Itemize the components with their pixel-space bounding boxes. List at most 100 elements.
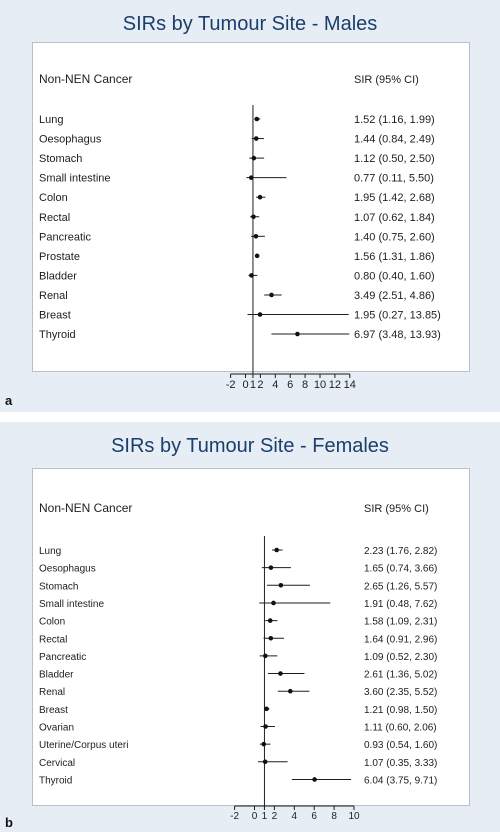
- x-tick-label: 8: [331, 811, 337, 822]
- x-tick-label: 12: [329, 379, 341, 391]
- point-estimate: [254, 116, 260, 122]
- row-label: Lung: [39, 546, 61, 557]
- point-estimate: [268, 635, 274, 641]
- point-estimate: [312, 777, 317, 782]
- point-estimate: [262, 759, 268, 765]
- panel-males: SIRs by Tumour Site - Males Non-NEN Canc…: [0, 0, 500, 412]
- x-tick-label: 4: [272, 379, 278, 391]
- row-label: Oesophagus: [39, 134, 102, 146]
- row-label: Small intestine: [39, 599, 104, 610]
- row-label: Cervical: [39, 758, 75, 769]
- row-label: Thyroid: [39, 775, 72, 786]
- row-label: Breast: [39, 705, 68, 716]
- value-label: 0.77 (0.11, 5.50): [354, 173, 434, 185]
- value-label: 1.09 (0.52, 2.30): [364, 652, 437, 663]
- point-estimate: [278, 671, 283, 676]
- point-estimate: [251, 214, 256, 220]
- point-estimate: [295, 331, 300, 337]
- value-label: 1.52 (1.16, 1.99): [354, 114, 435, 126]
- value-label: 1.07 (0.35, 3.33): [364, 758, 437, 769]
- value-label: 1.21 (0.98, 1.50): [364, 705, 437, 716]
- row-label: Colon: [39, 192, 68, 204]
- value-label: 1.65 (0.74, 3.66): [364, 564, 437, 575]
- value-label: 1.91 (0.48, 7.62): [364, 599, 437, 610]
- point-estimate: [271, 600, 276, 606]
- row-label: Lung: [39, 114, 63, 126]
- point-estimate: [257, 312, 263, 317]
- value-label: 1.58 (1.09, 2.31): [364, 617, 437, 628]
- row-label: Ovarian: [39, 723, 74, 734]
- value-header: SIR (95% CI): [354, 74, 419, 86]
- value-label: 6.04 (3.75, 9.71): [364, 775, 437, 786]
- point-estimate: [263, 653, 268, 659]
- value-label: 1.12 (0.50, 2.50): [354, 153, 435, 165]
- point-estimate: [269, 292, 274, 298]
- row-label: Rectal: [39, 212, 70, 224]
- chart-title: SIRs by Tumour Site - Females: [111, 435, 389, 457]
- value-label: 1.40 (0.75, 2.60): [354, 231, 435, 243]
- value-label: 1.44 (0.84, 2.49): [354, 134, 435, 146]
- x-tick-label: 10: [314, 379, 326, 391]
- row-label: Pancreatic: [39, 231, 91, 243]
- row-header: Non-NEN Cancer: [39, 501, 132, 515]
- x-tick-label: 1: [262, 811, 268, 822]
- forest-plot-females: Non-NEN Cancer SIR (95% CI) Lung 2.23 (1.76…: [39, 501, 437, 822]
- row-label: Stomach: [39, 153, 82, 165]
- panel-females: SIRs by Tumour Site - Females Non-NEN Ca…: [0, 422, 500, 832]
- point-estimate: [253, 136, 259, 141]
- row-label: Prostate: [39, 251, 80, 263]
- point-estimate: [254, 253, 260, 259]
- value-label: 1.95 (1.42, 2.68): [354, 192, 435, 204]
- point-estimate: [251, 155, 257, 161]
- x-tick-label: 2: [272, 811, 278, 822]
- row-label: Renal: [39, 290, 68, 302]
- row-label: Small intestine: [39, 173, 111, 185]
- value-label: 2.23 (1.76, 2.82): [364, 546, 437, 557]
- row-label: Uterine/Corpus uteri: [39, 740, 128, 751]
- panel-label: b: [5, 815, 13, 830]
- value-label: 2.61 (1.36, 5.02): [364, 670, 437, 681]
- value-header: SIR (95% CI): [364, 503, 429, 515]
- x-tick-label: 6: [287, 379, 293, 391]
- value-label: 6.97 (3.48, 13.93): [354, 329, 441, 341]
- panel-label: a: [5, 393, 13, 408]
- value-label: 1.64 (0.91, 2.96): [364, 634, 437, 645]
- value-label: 2.65 (1.26, 5.57): [364, 581, 437, 592]
- value-label: 1.56 (1.31, 1.86): [354, 251, 435, 263]
- point-estimate: [248, 175, 254, 180]
- x-tick-label: -2: [230, 811, 239, 822]
- point-estimate: [263, 724, 268, 729]
- chart-title: SIRs by Tumour Site - Males: [122, 13, 378, 35]
- x-tick-label: 4: [292, 811, 298, 822]
- value-label: 3.60 (2.35, 5.52): [364, 687, 437, 698]
- point-estimate: [257, 194, 263, 200]
- row-label: Colon: [39, 617, 65, 628]
- x-tick-label: 0: [252, 811, 258, 822]
- forest-plot-males: Non-NEN Cancer SIR (95% CI) Lung 1.52 (1.16…: [39, 72, 441, 391]
- point-estimate: [278, 583, 284, 588]
- value-label: 1.95 (0.27, 13.85): [354, 310, 441, 322]
- point-estimate: [261, 741, 267, 747]
- x-tick-label: 0: [242, 379, 248, 391]
- x-tick-label: 10: [348, 811, 360, 822]
- x-tick-label: 1: [250, 379, 256, 391]
- x-tick-label: 2: [257, 379, 263, 391]
- value-label: 0.93 (0.54, 1.60): [364, 740, 437, 751]
- point-estimate: [253, 234, 259, 239]
- point-estimate: [274, 547, 279, 553]
- value-label: 1.07 (0.62, 1.84): [354, 212, 435, 224]
- value-label: 0.80 (0.40, 1.60): [354, 270, 435, 282]
- row-label: Breast: [39, 310, 71, 322]
- x-tick-label: 6: [311, 811, 317, 822]
- x-tick-label: 14: [344, 379, 356, 391]
- row-label: Bladder: [39, 670, 74, 681]
- value-label: 3.49 (2.51, 4.86): [354, 290, 435, 302]
- row-label: Oesophagus: [39, 564, 96, 575]
- point-estimate: [267, 618, 273, 623]
- row-label: Pancreatic: [39, 652, 86, 663]
- value-label: 1.11 (0.60, 2.06): [364, 723, 437, 734]
- row-label: Bladder: [39, 270, 77, 282]
- plot-area: Non-NEN Cancer SIR (95% CI) Lung 1.52 (1.16…: [32, 42, 470, 391]
- x-tick-label: -2: [226, 379, 236, 391]
- x-tick-label: 8: [302, 379, 308, 391]
